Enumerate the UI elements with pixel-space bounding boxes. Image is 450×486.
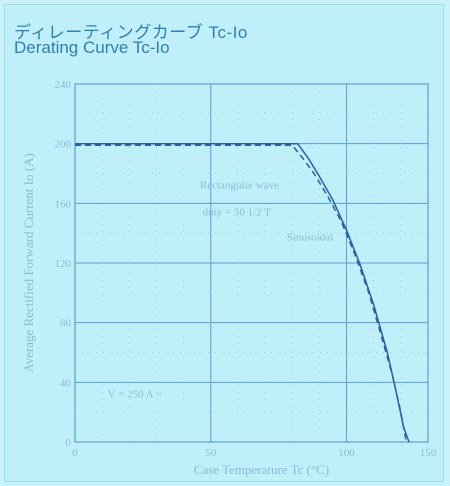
annotation-label: V = 250 A ~	[108, 388, 162, 400]
grid-layer	[75, 84, 428, 442]
x-tick-label: 50	[205, 447, 217, 459]
y-tick-label: 240	[55, 79, 72, 91]
chart-title-en: Derating Curve Tc-Io	[14, 38, 170, 57]
x-tick-label: 0	[72, 447, 78, 459]
y-tick-label: 0	[66, 437, 72, 449]
annotation-label: Rectangular wave	[200, 179, 279, 191]
plot-border	[74, 83, 429, 443]
y-tick-label: 160	[55, 198, 72, 210]
annotation-label: Sinusoidal	[287, 232, 333, 244]
y-tick-label: 120	[55, 258, 72, 270]
y-tick-label: 200	[55, 139, 72, 151]
y-tick-label: 40	[60, 377, 72, 389]
y-axis-label: Average Rectified Forward Current Io (A)	[21, 153, 36, 373]
tick-labels: 0 40 80 120 160 200 240 0 50 100 150	[55, 79, 437, 459]
chart-title-jp: ディレーティングカーブ Tc-Io	[14, 23, 248, 42]
annotation-label: duty = 50 1/2 T	[203, 206, 272, 218]
series-layer	[75, 142, 410, 443]
annotations: Rectangular wave duty = 50 1/2 T Sinusoida…	[108, 179, 334, 400]
x-tick-label: 150	[420, 447, 437, 459]
series-line-sinusoidal	[75, 144, 408, 443]
x-tick-label: 100	[338, 447, 355, 459]
x-axis-label: Case Temperature Tc (°C)	[194, 462, 329, 477]
y-tick-label: 80	[60, 318, 72, 330]
